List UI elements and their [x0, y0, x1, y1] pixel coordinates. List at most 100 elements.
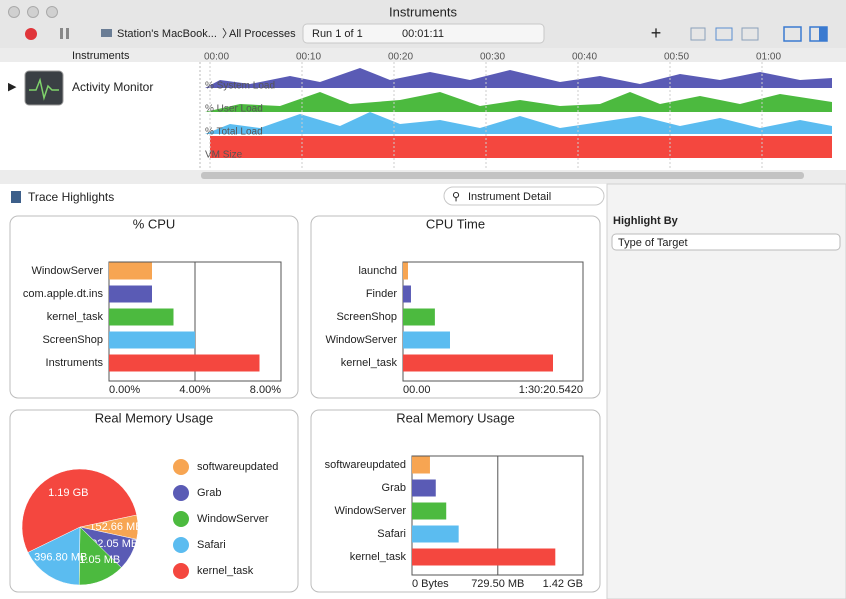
slice-label: 291.05 MB — [67, 554, 120, 566]
bar — [412, 525, 459, 543]
slice-label: 152.66 MB — [89, 521, 142, 533]
bar — [109, 285, 152, 303]
bar — [403, 262, 408, 280]
bar — [403, 285, 411, 303]
category-label: WindowServer — [31, 265, 103, 277]
track-header — [0, 48, 846, 62]
add-button[interactable]: + — [651, 23, 662, 43]
legend-swatch — [173, 563, 189, 579]
bar — [403, 354, 553, 372]
window-title: Instruments — [389, 4, 457, 19]
slice-label: 396.80 MB — [34, 551, 87, 563]
inspector-label: Highlight By — [613, 215, 679, 227]
inspector-select-text[interactable]: Type of Target — [618, 237, 688, 249]
view-button[interactable] — [690, 27, 706, 41]
run-time: 00:01:11 — [402, 28, 444, 40]
process-selector[interactable]: All Processes — [229, 28, 296, 40]
category-label: Instruments — [46, 357, 104, 369]
category-label: launchd — [358, 265, 397, 277]
bar — [412, 456, 430, 474]
search-field[interactable] — [443, 186, 605, 206]
trace-icon — [11, 191, 21, 203]
category-label: kernel_task — [47, 311, 104, 323]
legend-swatch — [173, 485, 189, 501]
bar — [109, 331, 195, 349]
target-selector[interactable]: Station's MacBook... — [117, 28, 217, 40]
lane-graph — [210, 136, 832, 158]
disclosure[interactable]: ▶ — [8, 81, 17, 93]
minimize-button[interactable] — [27, 6, 39, 18]
category-label: com.apple.dt.ins — [23, 288, 104, 300]
category-label: Grab — [382, 482, 406, 494]
lane-labels: % System Load % User Load % Total Load V… — [205, 81, 275, 161]
record-button[interactable] — [25, 28, 37, 40]
bar — [412, 479, 436, 497]
timeline-label: 00:50 — [664, 52, 689, 63]
bar — [403, 308, 435, 326]
x-tick-label: 1:30:20.5420 — [519, 384, 583, 396]
run-label[interactable]: Run 1 of 1 — [312, 28, 363, 40]
charts: % CPU 0.00% 4.00% 8.00% WindowServer com.appl… — [9, 215, 601, 593]
legend-swatch — [173, 459, 189, 475]
chart-title: Real Memory Usage — [396, 410, 515, 425]
timeline-label: 00:30 — [480, 52, 505, 63]
timeline-label: 01:00 — [756, 52, 781, 63]
legend-label: WindowServer — [197, 513, 269, 525]
close-button[interactable] — [8, 6, 20, 18]
timeline-label: 00:40 — [572, 52, 597, 63]
lane-graph — [205, 112, 832, 134]
search-placeholder[interactable]: Instrument Detail — [468, 191, 551, 203]
breadcrumb-separator: 〉 — [222, 27, 233, 40]
zoom-button[interactable] — [46, 6, 58, 18]
x-tick-label: 729.50 MB — [471, 578, 524, 590]
x-tick-label: 1.42 GB — [543, 578, 583, 590]
bar — [109, 262, 152, 280]
bar — [412, 548, 556, 566]
timeline-label: 00:10 — [296, 52, 321, 63]
category-label: softwareupdated — [325, 459, 406, 471]
category-label: ScreenShop — [42, 334, 103, 346]
category-label: Safari — [377, 528, 406, 540]
instrument-icon — [24, 70, 64, 106]
category-label: ScreenShop — [336, 311, 397, 323]
pause-button[interactable] — [66, 28, 69, 39]
layout-button[interactable] — [783, 26, 802, 42]
legend-swatch — [173, 511, 189, 527]
legend-label: Safari — [197, 539, 226, 551]
instrument-name: Activity Monitor — [72, 80, 153, 94]
bar — [412, 502, 447, 520]
scrollbar[interactable] — [201, 172, 804, 179]
bar — [109, 354, 260, 372]
category-label: Finder — [366, 288, 398, 300]
inspector-select[interactable] — [611, 233, 841, 251]
lane-label: % Total Load — [205, 127, 263, 138]
x-tick-label: 00.00 — [403, 384, 431, 396]
slice-label: 1.19 GB — [48, 487, 88, 499]
legend-swatch — [173, 537, 189, 553]
instrument-icon-wave — [29, 77, 59, 101]
legend-label: kernel_task — [197, 565, 254, 577]
pause-button[interactable] — [60, 28, 63, 39]
column-header: Instruments — [72, 50, 130, 62]
chart-title: Real Memory Usage — [95, 410, 214, 425]
pie-slice — [21, 468, 138, 553]
lane-label: % System Load — [205, 81, 275, 92]
category-label: WindowServer — [334, 505, 406, 517]
timeline: 00:00 00:10 00:20 00:30 00:40 00:50 01:00 — [204, 52, 781, 170]
lane-graph — [205, 92, 832, 112]
view-button[interactable] — [741, 27, 759, 41]
inspector — [606, 183, 846, 599]
view-button[interactable] — [715, 27, 733, 41]
legend-label: Grab — [197, 487, 221, 499]
category-label: kernel_task — [341, 357, 398, 369]
run-display — [302, 23, 545, 44]
timeline-label: 00:00 — [204, 52, 229, 63]
legend-label: softwareupdated — [197, 461, 278, 473]
layout-button-fill — [819, 27, 827, 41]
timeline-label: 00:20 — [388, 52, 413, 63]
trace-title: Trace Highlights — [28, 190, 114, 204]
x-tick-label: 8.00% — [250, 384, 281, 396]
lane-graph — [205, 68, 832, 88]
category-label: kernel_task — [350, 551, 407, 563]
